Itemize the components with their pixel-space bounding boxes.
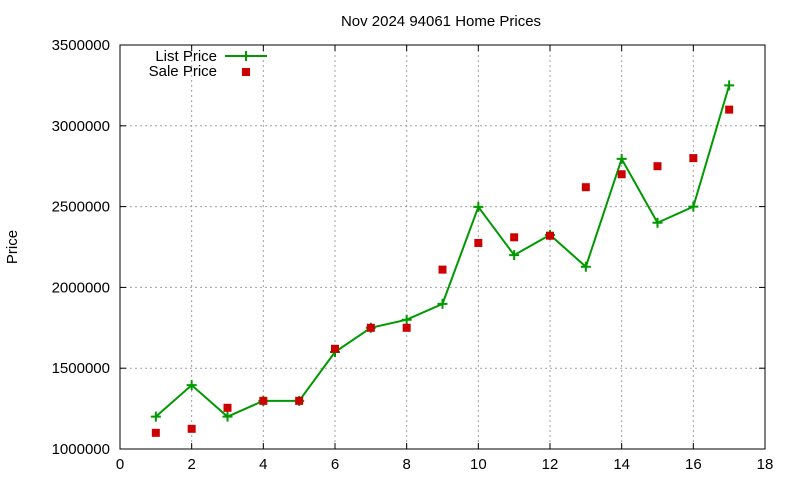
sale-price-point	[510, 233, 519, 242]
x-tick-label: 2	[187, 456, 195, 473]
x-tick-label: 18	[757, 456, 774, 473]
y-tick-label: 2000000	[52, 279, 110, 296]
sale-price-point	[689, 154, 698, 163]
sale-price-point	[366, 323, 375, 332]
x-tick-label: 14	[613, 456, 630, 473]
sale-price-point	[546, 231, 554, 240]
sale-price-point	[259, 396, 268, 405]
sale-price-point	[223, 403, 232, 412]
list-price-point	[437, 298, 448, 309]
plot-frame	[119, 44, 766, 450]
list-price-point	[688, 201, 699, 212]
list-price-point	[616, 153, 627, 164]
x-tick-label: 10	[470, 456, 487, 473]
sale-price-point	[295, 396, 304, 405]
sale-price-point	[151, 428, 160, 437]
sale-price-point	[402, 323, 411, 332]
legend-label-list-price: List Price	[155, 48, 217, 65]
chart-title: Nov 2024 94061 Home Prices	[341, 13, 541, 30]
x-tick-label: 16	[685, 456, 702, 473]
x-tick-label: 4	[259, 456, 267, 473]
sale-price-point	[438, 265, 447, 274]
grid	[120, 45, 765, 449]
list-price-point	[186, 380, 197, 391]
list-price-point	[401, 314, 412, 325]
x-tick-label: 6	[331, 456, 339, 473]
list-price-line	[155, 85, 731, 418]
list-price-point	[222, 411, 233, 422]
series-layer	[150, 80, 735, 437]
sale-price-point	[474, 238, 483, 247]
legend-marker-sale-price	[242, 68, 250, 76]
list-price-point	[580, 261, 591, 272]
legend-marker-list-price	[241, 51, 251, 61]
y-tick-label: 1500000	[52, 360, 110, 377]
axis-ticks: 0 2 4 6 8 10 12 14 16 18 1000000 1500000 2000000 2500…	[52, 37, 774, 473]
sale-price-point	[653, 162, 662, 171]
legend-label-sale-price: Sale Price	[149, 63, 217, 80]
y-tick-label: 1000000	[52, 441, 110, 458]
y-axis-label: Price	[4, 230, 21, 264]
sale-price-point	[331, 344, 339, 353]
y-tick-label: 3500000	[52, 37, 110, 54]
x-tick-label: 0	[116, 456, 124, 473]
list-price-point	[150, 411, 161, 422]
sale-price-point	[187, 424, 196, 433]
list-price-point	[509, 250, 520, 261]
sale-price-point	[581, 183, 590, 192]
y-tick-label: 3000000	[52, 118, 110, 135]
list-price-point	[724, 80, 735, 91]
y-tick-label: 2500000	[52, 199, 110, 216]
sale-price-point	[725, 105, 734, 114]
sale-price-point	[617, 170, 626, 179]
list-price-point	[473, 201, 484, 212]
x-tick-label: 12	[542, 456, 559, 473]
list-price-point	[652, 217, 663, 228]
x-tick-label: 8	[402, 456, 410, 473]
